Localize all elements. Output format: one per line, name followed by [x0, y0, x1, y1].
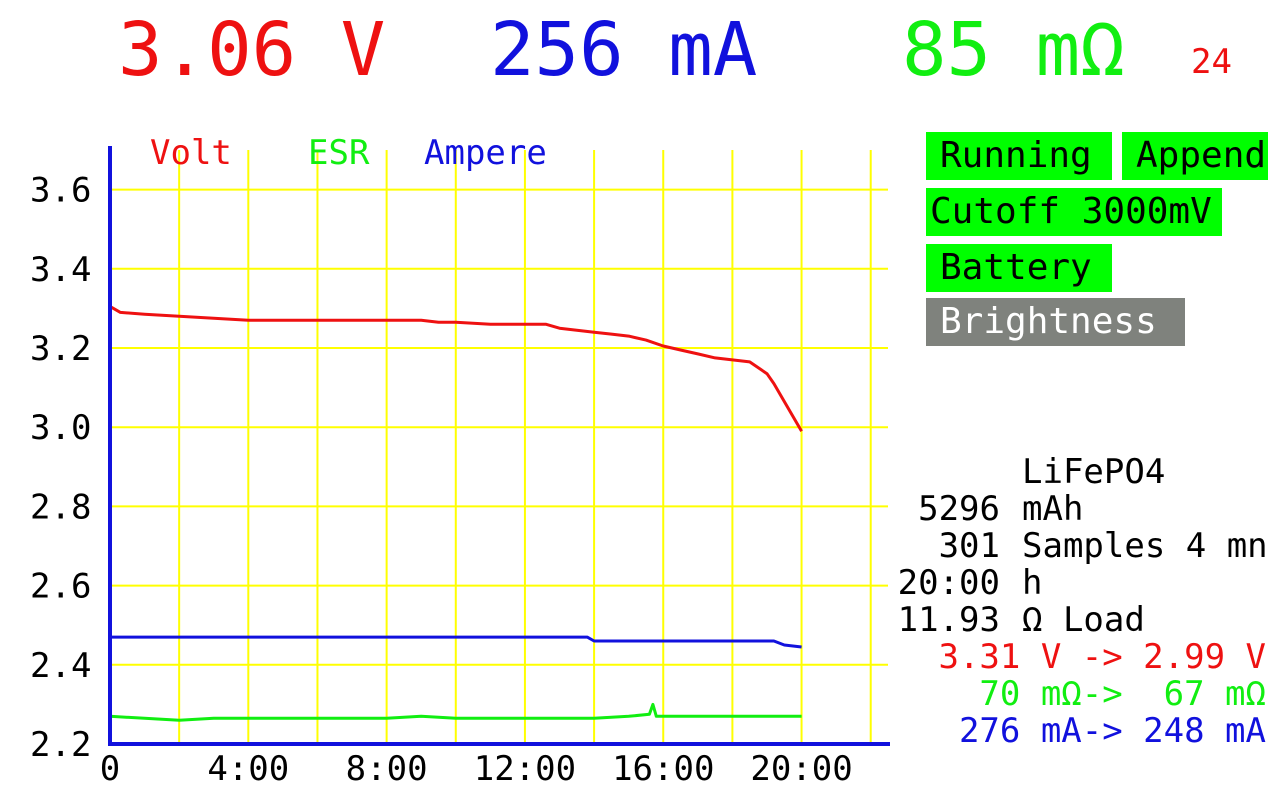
- esr-range: 70 mΩ-> 67 mΩ: [979, 674, 1266, 714]
- samples-text: Samples 4 mn: [1022, 528, 1268, 565]
- y-tick-label: 3.2: [30, 329, 91, 369]
- y-tick-label: 3.4: [30, 250, 91, 290]
- chart-series: [109, 305, 803, 722]
- x-tick-label: 12:00: [474, 749, 576, 789]
- running-button[interactable]: Running: [926, 132, 1112, 180]
- esr-readout: 85 mΩ: [902, 7, 1125, 93]
- legend-esr: ESR: [308, 133, 370, 173]
- chart-ticks: 3.6 3.4 3.2 3.0 2.8 2.6 2.4 2.20 4:00 8:00 12:00 16…: [30, 171, 853, 789]
- x-tick-label: 8:00: [346, 749, 428, 789]
- load-value: 11.93: [897, 600, 1000, 640]
- chemistry-label: LiFePO4: [1022, 452, 1166, 492]
- append-button[interactable]: Append: [1122, 132, 1268, 180]
- duration-unit: h: [1022, 563, 1043, 603]
- chart-axes: [108, 146, 890, 746]
- y-tick-label: 3.0: [30, 408, 91, 448]
- y-tick-label: 2.8: [30, 487, 91, 527]
- y-tick-label: 2.2: [30, 725, 91, 765]
- series-line-volt: [109, 305, 803, 432]
- y-tick-label: 3.6: [30, 171, 91, 211]
- series-line-ampere: [110, 635, 802, 649]
- voltage-range: 3.31 V -> 2.99 V: [938, 637, 1266, 677]
- current-range: 276 mA-> 248 mA: [958, 711, 1266, 751]
- legend-ampere: Ampere: [424, 133, 547, 173]
- counter-readout: 24: [1191, 42, 1232, 82]
- x-tick-label: 4:00: [207, 749, 289, 789]
- duration-value: 20:00: [897, 563, 1000, 603]
- capacity-unit: mAh: [1022, 489, 1084, 529]
- samples-value: 301: [938, 526, 1000, 566]
- current-readout: 256 mA: [490, 7, 758, 93]
- load-text: Ω Load: [1022, 600, 1145, 640]
- battery-button[interactable]: Battery: [926, 244, 1112, 292]
- capacity-value: 5296: [918, 489, 1000, 529]
- voltage-readout: 3.06 V: [118, 7, 386, 93]
- chart-legend: Volt ESR Ampere: [150, 133, 547, 173]
- brightness-button[interactable]: Brightness: [926, 298, 1185, 346]
- y-tick-label: 2.4: [30, 646, 91, 686]
- cutoff-button[interactable]: Cutoff 3000mV: [926, 188, 1222, 236]
- chart-grid: [110, 150, 888, 744]
- x-tick-label: 16:00: [612, 749, 714, 789]
- x-tick-label: 20:00: [750, 749, 852, 789]
- y-tick-label: 2.6: [30, 567, 91, 607]
- x-tick-label: 0: [100, 749, 120, 789]
- series-line-esr: [109, 702, 802, 722]
- legend-volt: Volt: [150, 133, 232, 173]
